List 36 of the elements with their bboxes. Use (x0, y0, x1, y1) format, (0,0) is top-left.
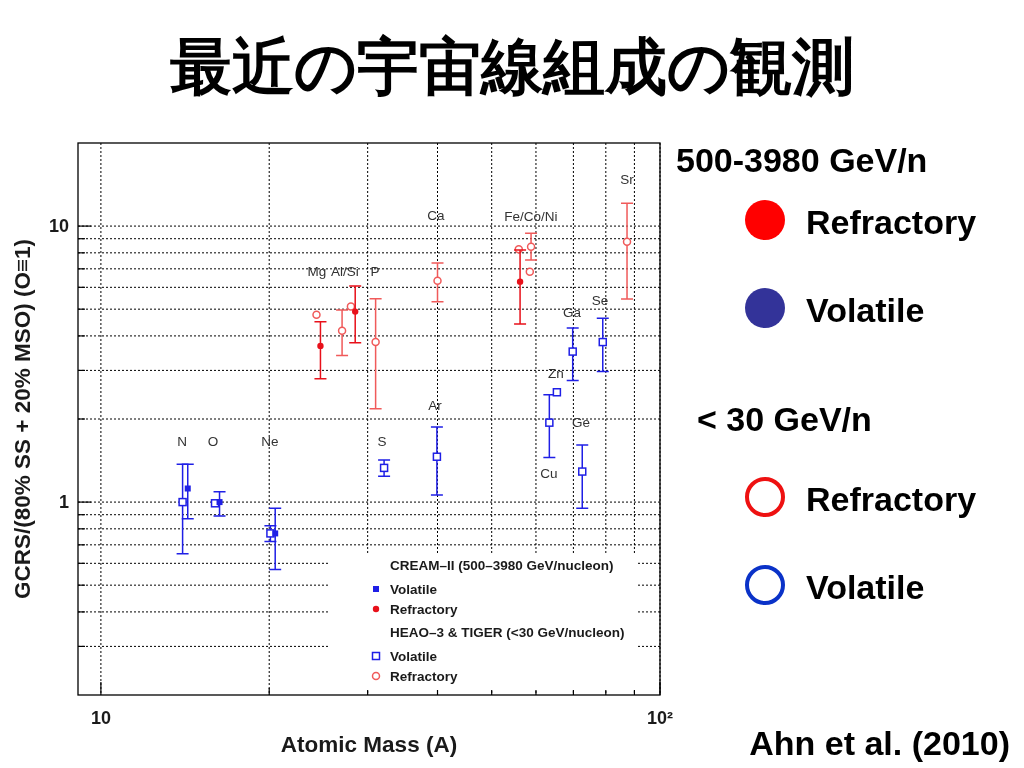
key-label: Refractory (806, 203, 977, 241)
element-label: Ne (261, 433, 279, 449)
legend-label: Volatile (390, 581, 437, 597)
y-tick-label: 1 (59, 492, 69, 513)
element-label: S (377, 433, 387, 449)
x-tick-label: 10² (647, 708, 673, 728)
legend-label: Refractory (390, 601, 458, 617)
element-label: Zn (548, 365, 564, 381)
element-label: Se (591, 292, 609, 308)
element-label: N (177, 433, 187, 449)
element-label: Ga (563, 304, 581, 320)
element-label: Ar (428, 397, 442, 413)
element-label: Mg (307, 263, 327, 279)
x-tick-label: 10 (90, 708, 111, 728)
title: 最近の宇宙線組成の観測 (170, 31, 854, 101)
key-heading: < 30 GeV/n (697, 400, 872, 438)
element-label: Cu (540, 465, 558, 481)
element-label: Fe/Co/Ni (504, 208, 558, 224)
legend-heading: CREAM–II (500–3980 GeV/nucleon) (390, 557, 614, 573)
y-axis-title: GCRS/(80% SS + 20% MSO) (O≡1) (9, 238, 35, 600)
element-label: Ca (427, 207, 445, 223)
element-label: Al/Si (331, 263, 359, 279)
key-label: Refractory (806, 480, 977, 518)
x-axis-title: Atomic Mass (A) (280, 731, 458, 757)
key-label: Volatile (806, 568, 925, 606)
key-label: Volatile (806, 291, 925, 329)
citation: Ahn et al. (2010) (749, 724, 1010, 762)
legend-heading: HEAO–3 & TIGER (<30 GeV/nucleon) (390, 624, 625, 640)
element-label: O (207, 433, 219, 449)
legend-label: Refractory (390, 668, 458, 684)
element-label: Ge (572, 414, 590, 430)
key-heading: 500-3980 GeV/n (676, 141, 928, 179)
y-tick-label: 10 (48, 216, 69, 237)
element-label: Sr (620, 171, 634, 187)
legend-label: Volatile (390, 648, 437, 664)
element-label: P (370, 263, 380, 279)
